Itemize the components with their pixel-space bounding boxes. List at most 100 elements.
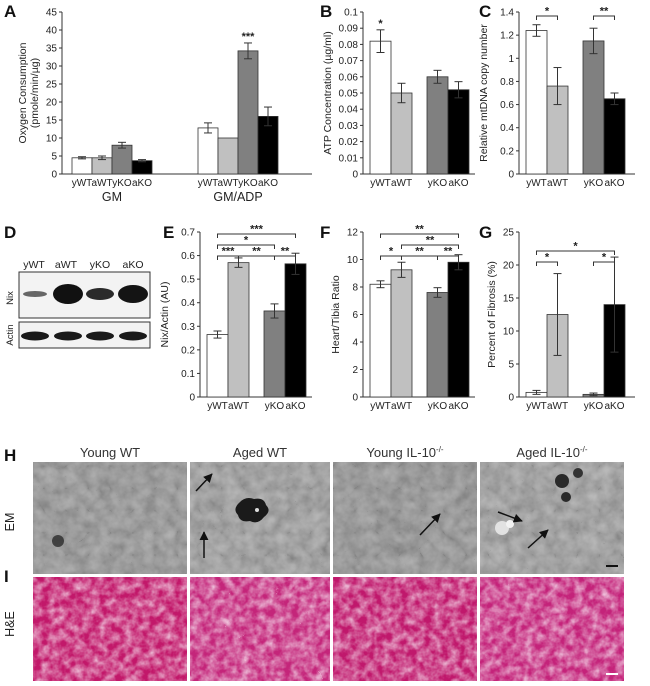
y-tick-label: 0 xyxy=(352,393,358,404)
arrow-icon xyxy=(419,513,441,536)
blot-row-label: Nix xyxy=(5,291,16,305)
significance-bracket xyxy=(536,250,615,255)
y-tick-label: 30 xyxy=(46,62,58,73)
x-tick-label: yKO xyxy=(112,178,132,189)
significance-label: * xyxy=(389,246,394,258)
y-tick-label: 0.02 xyxy=(339,137,359,148)
panel-letter-h: H xyxy=(4,446,16,465)
significance-label: * xyxy=(244,235,249,247)
x-tick-label: aWT xyxy=(547,178,568,189)
x-tick-label: yKO xyxy=(238,178,258,189)
bar-ywt xyxy=(197,127,219,175)
bar-awt xyxy=(217,137,239,175)
y-tick-label: 0 xyxy=(189,393,195,404)
row-label-em: EM xyxy=(3,513,17,532)
x-tick-label: yKO xyxy=(428,401,448,412)
y-tick-label: 0.1 xyxy=(181,369,195,380)
y-tick-label: 0.6 xyxy=(500,100,514,111)
x-tick-label: yWT xyxy=(370,401,391,412)
he-image-aged-wt xyxy=(190,577,330,681)
significance-label: * xyxy=(378,18,383,30)
blot-band-actin xyxy=(86,331,114,341)
x-tick-label: yKO xyxy=(584,178,604,189)
x-tick-label: yKO xyxy=(265,401,285,412)
group-label: GM/ADP xyxy=(213,190,262,204)
y-axis-title: Percent of Fibrosis (%) xyxy=(486,261,498,368)
bar-ywt xyxy=(369,283,392,398)
blot-band-actin xyxy=(119,331,147,341)
significance-label: ** xyxy=(415,224,424,236)
blot-lane-label: yWT xyxy=(23,259,45,271)
y-tick-label: 0 xyxy=(352,170,358,181)
y-tick-label: 40 xyxy=(46,26,58,37)
y-tick-label: 0.07 xyxy=(339,56,359,67)
y-tick-label: 0.09 xyxy=(339,24,359,35)
y-tick-label: 0.2 xyxy=(181,345,195,356)
significance-bracket xyxy=(536,261,558,266)
panel-letter-a: A xyxy=(4,2,16,21)
x-tick-label: aWT xyxy=(391,178,412,189)
y-axis-title: Oxygen Consumption xyxy=(17,42,29,143)
x-tick-label: yWT xyxy=(370,178,391,189)
panel-letter-f: F xyxy=(320,223,330,242)
bar-ako xyxy=(447,261,470,398)
significance-label: ** xyxy=(415,246,424,258)
panel-letter-e: E xyxy=(163,223,174,242)
blot-lane-label: aWT xyxy=(55,259,78,271)
western-blot: yWT aWT yKO aKO Nix Actin xyxy=(5,259,151,349)
y-tick-label: 0.1 xyxy=(344,8,358,19)
bar-yko xyxy=(111,144,133,175)
x-tick-label: yWT xyxy=(198,178,219,189)
significance-label: *** xyxy=(242,31,256,43)
x-tick-label: aKO xyxy=(604,178,624,189)
x-tick-label: yWT xyxy=(72,178,93,189)
y-tick-label: 15 xyxy=(503,294,515,305)
group-label: GM xyxy=(102,190,122,204)
image-title: Aged WT xyxy=(233,445,287,460)
bar-awt xyxy=(390,269,413,398)
y-tick-label: 0 xyxy=(508,170,514,181)
panel-letter-g: G xyxy=(479,223,492,242)
chart-fibrosis: 0 5 10 15 20 25 Percent of Fibrosis (%) yWT aWT y… xyxy=(486,228,635,412)
significance-label: *** xyxy=(222,246,236,258)
bar-ywt xyxy=(525,30,548,175)
em-image-aged-il10 xyxy=(480,462,624,574)
y-tick-label: 0.3 xyxy=(181,322,195,333)
y-axis-title: Relative mtDNA copy number xyxy=(478,24,490,162)
y-axis-title: (pmole/min/µg) xyxy=(29,58,41,128)
significance-bracket xyxy=(380,233,459,238)
y-tick-label: 35 xyxy=(46,44,58,55)
blot-band-nix xyxy=(23,291,47,297)
significance-label: * xyxy=(545,252,550,264)
y-tick-label: 45 xyxy=(46,8,58,19)
y-tick-label: 0.01 xyxy=(339,153,359,164)
bar-ywt xyxy=(71,157,93,175)
y-tick-label: 2 xyxy=(352,365,358,376)
y-tick-label: 4 xyxy=(352,338,358,349)
blot-band-nix xyxy=(118,285,148,303)
y-tick-label: 1.4 xyxy=(500,8,514,19)
y-tick-label: 0.7 xyxy=(181,228,195,239)
row-label-he: H&E xyxy=(3,611,17,637)
x-tick-label: yWT xyxy=(207,401,228,412)
y-tick-label: 20 xyxy=(503,261,515,272)
y-tick-label: 0.03 xyxy=(339,121,359,132)
bar-yko xyxy=(426,292,449,398)
blot-row-label: Actin xyxy=(5,324,16,345)
significance-label: * xyxy=(573,241,578,253)
chart-oxygen-consumption: 0 5 10 15 20 25 30 35 40 45 Oxygen Consumption (pmo… xyxy=(17,8,312,204)
y-tick-label: 0.08 xyxy=(339,40,359,51)
blot-band-actin xyxy=(54,331,82,341)
significance-label: * xyxy=(602,252,607,264)
he-image-aged-il10 xyxy=(480,577,624,681)
y-tick-label: 6 xyxy=(352,310,358,321)
bar-ywt xyxy=(206,334,229,398)
x-tick-label: aKO xyxy=(132,178,152,189)
y-tick-label: 25 xyxy=(503,228,515,239)
y-axis-title: Nix/Actin (AU) xyxy=(159,282,171,348)
image-title: Aged IL-10-/- xyxy=(516,445,587,460)
x-tick-label: aKO xyxy=(448,401,468,412)
y-tick-label: 0 xyxy=(508,393,514,404)
